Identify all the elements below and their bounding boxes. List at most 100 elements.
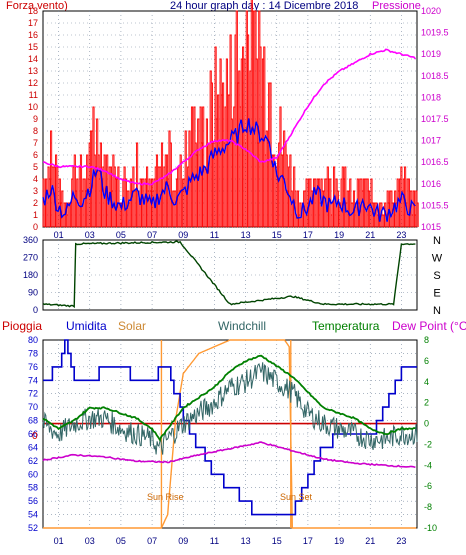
y-tick-wind: 8: [33, 126, 38, 136]
y-tick-humidity: 70: [28, 402, 38, 412]
y-tick-humidity: 52: [28, 523, 38, 533]
rain-zero-marker: 0: [32, 431, 38, 442]
y-tick-humidity: 62: [28, 456, 38, 466]
x-tick-hour: 13: [241, 536, 251, 546]
x-tick-hour: 01: [54, 536, 64, 546]
y-tick-direction: 0: [33, 305, 38, 315]
y-tick-direction: 270: [23, 253, 38, 263]
y-tick-wind: 9: [33, 114, 38, 124]
compass-label: N: [433, 305, 441, 317]
pressure-axis-title: Pressione: [372, 0, 421, 12]
x-tick-hour: 15: [272, 230, 282, 240]
y-tick-pressure: 1016.5: [421, 157, 449, 167]
y-tick-pressure: 1018: [421, 92, 441, 102]
y-tick-wind: 17: [28, 18, 38, 28]
sunrise-label: Sun Rise: [147, 492, 184, 502]
y-tick-pressure: 1016: [421, 179, 441, 189]
y-tick-wind: 2: [33, 198, 38, 208]
x-tick-hour: 19: [334, 536, 344, 546]
x-tick-hour: 03: [85, 536, 95, 546]
y-tick-humidity: 76: [28, 362, 38, 372]
y-tick-temperature: 6: [424, 356, 429, 366]
x-tick-hour: 03: [85, 230, 95, 240]
y-tick-temperature: 2: [424, 398, 429, 408]
y-tick-wind: 7: [33, 138, 38, 148]
y-tick-humidity: 64: [28, 442, 38, 452]
compass-label: S: [433, 270, 440, 282]
legend-dewpoint: Dew Point (°C): [392, 319, 466, 333]
x-tick-hour: 05: [116, 230, 126, 240]
x-tick-hour: 17: [303, 230, 313, 240]
y-tick-wind: 14: [28, 54, 38, 64]
x-tick-hour: 19: [334, 230, 344, 240]
y-tick-humidity: 60: [28, 469, 38, 479]
y-tick-wind: 4: [33, 174, 38, 184]
legend-umidita: Umidita: [66, 319, 107, 333]
y-tick-wind: 11: [29, 90, 38, 100]
wind-direction-series: [42, 240, 416, 309]
y-tick-pressure: 1020: [421, 6, 441, 16]
y-tick-humidity: 66: [28, 429, 38, 439]
x-tick-hour: 21: [365, 230, 375, 240]
windchill-series: [42, 362, 418, 455]
y-tick-temperature: -2: [424, 439, 432, 449]
compass-label: W: [432, 253, 443, 265]
y-tick-temperature: -8: [424, 502, 432, 512]
y-tick-wind: 13: [28, 66, 38, 76]
y-tick-humidity: 68: [28, 416, 38, 426]
y-tick-direction: 90: [28, 288, 38, 298]
x-tick-hour: 11: [210, 536, 219, 546]
wind-direction-panel: [42, 239, 418, 311]
y-tick-wind: 16: [28, 30, 38, 40]
temperature-series: [42, 354, 416, 442]
y-tick-humidity: 58: [28, 483, 38, 493]
y-tick-wind: 15: [28, 42, 38, 52]
y-tick-wind: 12: [28, 78, 38, 88]
wind-average-series: [42, 118, 416, 222]
y-tick-temperature: 0: [424, 419, 429, 429]
y-tick-humidity: 74: [28, 375, 38, 385]
y-tick-wind: 1: [33, 210, 38, 220]
y-tick-humidity: 72: [28, 389, 38, 399]
y-tick-pressure: 1017.5: [421, 114, 449, 124]
y-tick-temperature: 4: [424, 377, 429, 387]
y-tick-wind: 10: [28, 102, 38, 112]
y-tick-temperature: -10: [424, 523, 437, 533]
y-tick-humidity: 54: [28, 510, 38, 520]
compass-label: N: [433, 235, 441, 247]
y-tick-humidity: 80: [28, 335, 38, 345]
y-tick-pressure: 1017: [421, 136, 441, 146]
x-tick-hour: 13: [241, 230, 251, 240]
solar-series: [43, 339, 417, 529]
y-tick-wind: 0: [33, 222, 38, 232]
x-tick-hour: 23: [396, 536, 406, 546]
legend-pioggia: Pioggia: [2, 319, 42, 333]
y-tick-direction: 360: [23, 235, 38, 245]
chart-title: 24 hour graph day : 14 Dicembre 2018: [170, 0, 358, 12]
wind-axis-title: Forza vento): [6, 0, 68, 12]
y-tick-wind: 18: [28, 6, 38, 16]
y-tick-wind: 3: [33, 186, 38, 196]
humidity-series: [43, 339, 417, 516]
y-tick-direction: 180: [23, 270, 38, 280]
y-tick-wind: 5: [33, 162, 38, 172]
y-tick-pressure: 1018.5: [421, 71, 449, 81]
y-tick-temperature: 8: [424, 335, 429, 345]
sunset-label: Sun Set: [280, 492, 313, 502]
x-tick-hour: 01: [54, 230, 64, 240]
y-tick-humidity: 56: [28, 496, 38, 506]
y-tick-pressure: 1015: [421, 222, 441, 232]
x-tick-hour: 17: [303, 536, 313, 546]
x-tick-hour: 09: [178, 536, 188, 546]
y-tick-temperature: -6: [424, 481, 432, 491]
x-tick-hour: 05: [116, 536, 126, 546]
x-tick-hour: 09: [178, 230, 188, 240]
pressure-series: [42, 48, 417, 186]
y-tick-temperature: -4: [424, 460, 432, 470]
x-tick-hour: 23: [396, 230, 406, 240]
y-tick-humidity: 78: [28, 348, 38, 358]
y-tick-pressure: 1019: [421, 49, 441, 59]
x-tick-hour: 07: [147, 536, 157, 546]
compass-label: E: [433, 288, 440, 300]
